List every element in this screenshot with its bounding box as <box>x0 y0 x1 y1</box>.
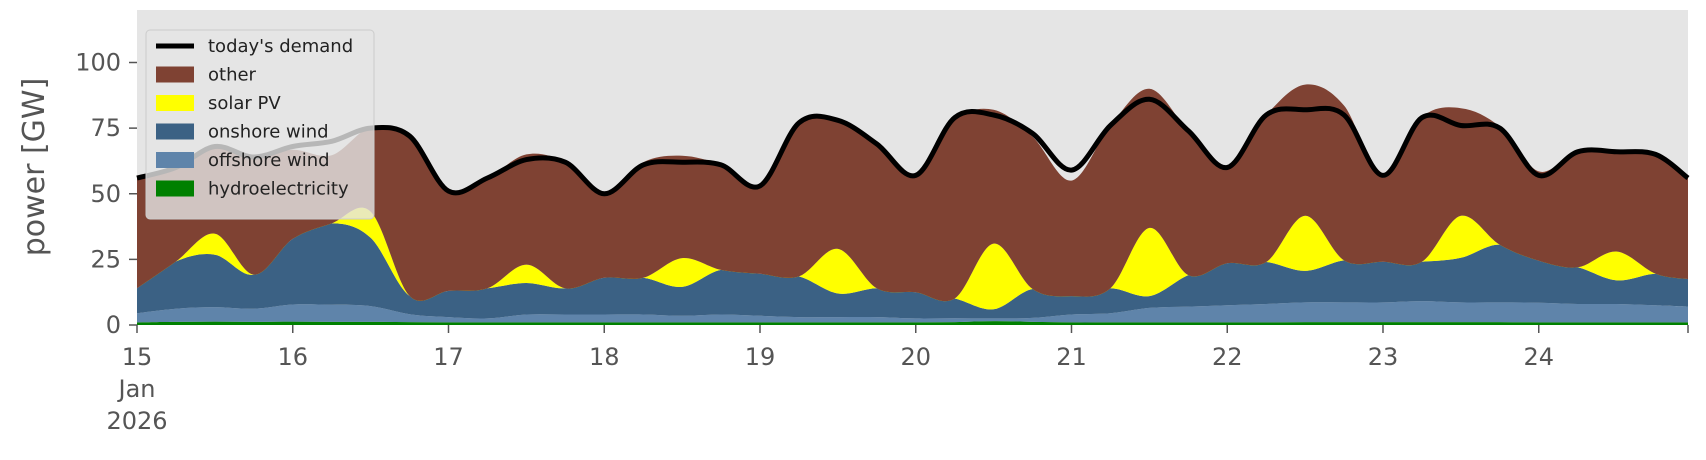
x-tick-label: 22 <box>1212 343 1243 371</box>
area-series-layer <box>137 84 1688 325</box>
x-axis: 15 Jan 2026 16 17 18 19 20 21 22 23 24 <box>106 325 1689 435</box>
legend-box <box>145 29 375 220</box>
legend-swatch-hydroelectricity <box>156 180 194 197</box>
legend-swatch-onshore-wind <box>156 123 194 140</box>
legend-label-today-s-demand: today's demand <box>208 36 353 57</box>
x-tick-label: 17 <box>433 343 464 371</box>
x-tick-label: 24 <box>1523 343 1554 371</box>
area-other <box>137 84 1688 302</box>
line-series-layer <box>136 96 1690 197</box>
y-tick-label: 0 <box>106 311 121 339</box>
legend-label-offshore-wind: offshore wind <box>208 150 330 171</box>
x-tick-year-label: 2026 <box>106 407 167 435</box>
area-offshore-wind <box>137 301 1688 323</box>
x-tick-label: 21 <box>1056 343 1087 371</box>
y-axis-label: power [GW] <box>17 78 52 257</box>
y-tick-label: 100 <box>75 49 121 77</box>
legend: today's demand other solar PV onshore wind o… <box>145 29 375 220</box>
y-tick-label: 75 <box>90 114 121 142</box>
line-today-s-demand <box>136 96 1690 197</box>
x-tick-label: 18 <box>589 343 620 371</box>
legend-label-onshore-wind: onshore wind <box>208 122 329 143</box>
x-tick-label: 19 <box>745 343 776 371</box>
x-tick-label: 16 <box>277 343 308 371</box>
x-tick-label: 15 <box>122 343 153 371</box>
x-tick-month-label: Jan <box>117 375 156 403</box>
x-tick-label: 23 <box>1368 343 1399 371</box>
legend-label-hydroelectricity: hydroelectricity <box>208 179 349 200</box>
legend-label-other: other <box>208 65 257 86</box>
y-axis: 0 25 50 75 100 <box>75 49 137 339</box>
area-hydroelectricity <box>137 321 1688 325</box>
legend-label-solar-pv: solar PV <box>208 93 281 114</box>
legend-swatch-other <box>156 66 194 83</box>
legend-swatch-offshore-wind <box>156 152 194 168</box>
area-solar-pv <box>137 207 1688 310</box>
x-tick-label: 20 <box>900 343 931 371</box>
legend-swatch-solar-pv <box>156 95 194 111</box>
y-tick-label: 50 <box>90 180 121 208</box>
area-onshore-wind <box>137 223 1688 319</box>
y-tick-label: 25 <box>90 245 121 273</box>
